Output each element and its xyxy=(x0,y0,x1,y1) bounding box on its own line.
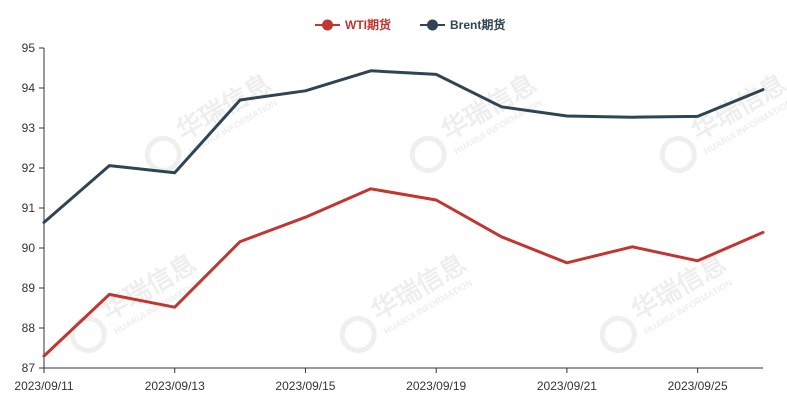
legend-label: Brent期货 xyxy=(450,17,505,32)
legend: WTI期货 Brent期货 xyxy=(315,17,505,32)
y-tick-label: 93 xyxy=(22,121,36,135)
x-tick-label: 2023/09/25 xyxy=(668,379,728,393)
y-tick-label: 92 xyxy=(22,161,36,175)
watermark-logo-icon xyxy=(69,315,107,353)
y-tick-label: 88 xyxy=(22,321,36,335)
y-ticks: 87 88 89 90 91 92 93 94 95 xyxy=(22,41,44,375)
legend-item-0[interactable]: WTI期货 xyxy=(315,17,391,32)
legend-item-1[interactable]: Brent期货 xyxy=(420,17,505,32)
watermark-logo-icon xyxy=(599,315,637,353)
watermark-logo-icon xyxy=(409,135,447,173)
y-tick-label: 95 xyxy=(22,41,36,55)
series-line-1 xyxy=(42,69,765,224)
x-tick-label: 2023/09/19 xyxy=(406,379,466,393)
y-tick-label: 90 xyxy=(22,241,36,255)
legend-marker-icon xyxy=(427,19,438,31)
x-tick-label: 2023/09/15 xyxy=(275,379,335,393)
legend-marker-icon xyxy=(322,19,333,31)
series-line-0 xyxy=(42,187,765,358)
y-tick-label: 87 xyxy=(22,361,36,375)
y-tick-label: 89 xyxy=(22,281,36,295)
x-tick-label: 2023/09/13 xyxy=(145,379,205,393)
y-tick-label: 91 xyxy=(22,201,36,215)
legend-label: WTI期货 xyxy=(345,17,391,32)
watermark-logo-icon xyxy=(144,135,182,173)
x-tick-label: 2023/09/21 xyxy=(537,379,597,393)
y-tick-label: 94 xyxy=(22,81,36,95)
series-layer xyxy=(42,69,765,358)
watermark-logo-icon xyxy=(659,135,697,173)
x-ticks: 2023/09/11 2023/09/13 2023/09/15 2023/09/19… xyxy=(14,368,728,393)
x-tick-label: 2023/09/11 xyxy=(14,379,73,393)
watermark-logo-icon xyxy=(339,315,377,353)
